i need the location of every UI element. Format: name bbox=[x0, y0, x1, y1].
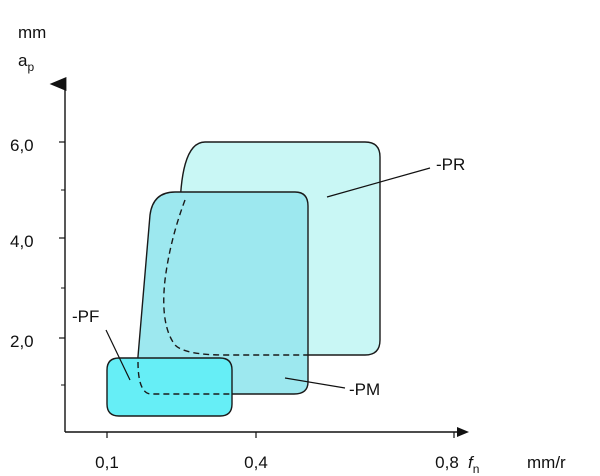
x-tick-label-0-8: 0,8 bbox=[435, 453, 459, 472]
region-label-pm: -PM bbox=[349, 380, 380, 399]
y-unit-label: mm bbox=[18, 23, 46, 42]
region-pm bbox=[135, 191, 309, 395]
leader-pm bbox=[284, 377, 346, 389]
x-symbol-label: fn bbox=[468, 453, 479, 476]
x-unit-label: mm/r bbox=[527, 453, 566, 472]
x-axis-arrowhead bbox=[457, 427, 469, 437]
y-tick-label-2: 2,0 bbox=[10, 332, 34, 351]
y-tick-label-4: 4,0 bbox=[10, 232, 34, 251]
region-pm-hidden-edge bbox=[137, 361, 232, 395]
y-symbol-label: ap bbox=[18, 51, 34, 74]
region-pr-hidden-edge bbox=[163, 199, 308, 356]
y-tick-label-6: 6,0 bbox=[10, 136, 34, 155]
region-pf bbox=[106, 357, 233, 417]
x-tick-label-0-1: 0,1 bbox=[95, 453, 119, 472]
leader-pf bbox=[105, 329, 131, 381]
leader-pr bbox=[326, 167, 431, 198]
region-label-pf: -PF bbox=[72, 307, 99, 326]
region-label-pr: -PR bbox=[436, 155, 465, 174]
x-tick-label-0-4: 0,4 bbox=[244, 453, 268, 472]
